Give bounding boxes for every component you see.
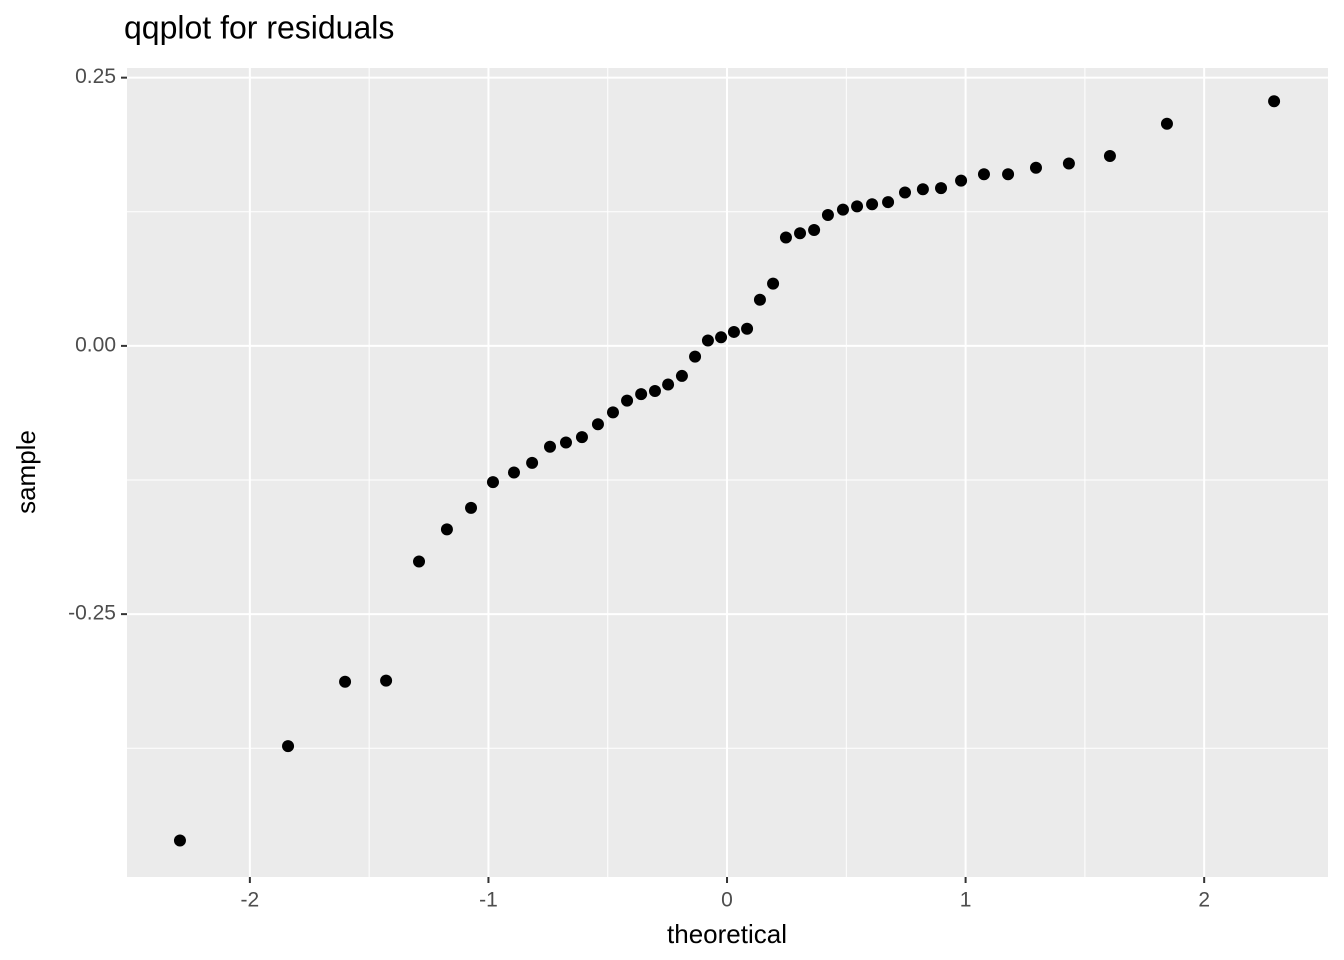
point xyxy=(753,293,766,306)
x-tick-label: -2 xyxy=(241,889,260,912)
grid xyxy=(127,68,1328,877)
point xyxy=(675,369,688,382)
point xyxy=(465,501,478,514)
point xyxy=(1029,161,1042,174)
point xyxy=(339,675,352,688)
point xyxy=(866,198,879,211)
point xyxy=(1268,95,1281,108)
point xyxy=(635,388,648,401)
point xyxy=(662,378,675,391)
point xyxy=(836,203,849,216)
point xyxy=(727,325,740,338)
point xyxy=(413,555,426,568)
y-axis-label: sample xyxy=(11,430,41,514)
point xyxy=(977,168,990,181)
point xyxy=(767,277,780,290)
x-tick-label: 1 xyxy=(960,889,972,912)
point xyxy=(591,418,604,431)
point xyxy=(701,334,714,347)
point xyxy=(648,384,661,397)
point xyxy=(955,174,968,187)
point xyxy=(916,183,929,196)
point xyxy=(1103,149,1116,162)
x-tick-label: 2 xyxy=(1198,889,1210,912)
point xyxy=(1160,117,1173,130)
point xyxy=(794,227,807,240)
point xyxy=(380,674,393,687)
point xyxy=(1062,157,1075,170)
point xyxy=(559,436,572,449)
point xyxy=(851,200,864,213)
point xyxy=(526,456,539,469)
point xyxy=(821,208,834,221)
point xyxy=(808,224,821,237)
x-axis-label: theoretical xyxy=(667,919,787,949)
point xyxy=(440,523,453,536)
y-tick-label: -0.25 xyxy=(68,602,116,625)
point xyxy=(715,331,728,344)
point xyxy=(606,406,619,419)
point xyxy=(486,476,499,489)
x-tick-label: 0 xyxy=(721,889,733,912)
point xyxy=(173,834,186,847)
point xyxy=(543,440,556,453)
point xyxy=(779,231,792,244)
point xyxy=(689,350,702,363)
y-tick-label: 0.00 xyxy=(75,333,116,356)
point xyxy=(741,322,754,335)
point xyxy=(575,431,588,444)
point xyxy=(882,196,895,209)
chart-title: qqplot for residuals xyxy=(124,9,394,45)
y-tick-label: 0.25 xyxy=(75,65,116,88)
point xyxy=(935,182,948,195)
points xyxy=(173,95,1281,847)
point xyxy=(507,466,520,479)
point xyxy=(282,740,295,753)
point xyxy=(899,186,912,199)
point xyxy=(621,394,634,407)
point xyxy=(1002,168,1015,181)
x-tick-label: -1 xyxy=(479,889,498,912)
